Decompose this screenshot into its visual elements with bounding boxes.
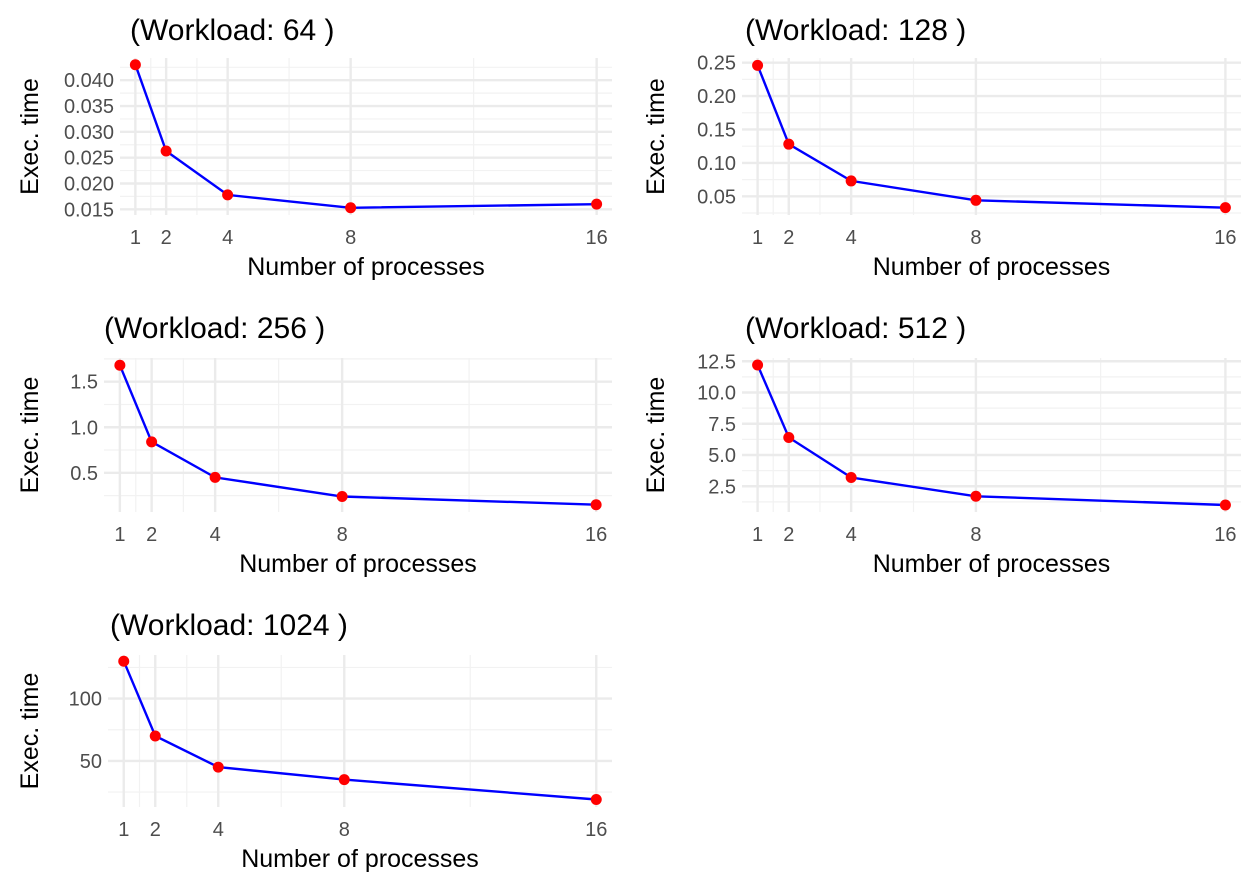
- data-point: [590, 499, 602, 511]
- x-tick-label: 1: [114, 524, 125, 546]
- chart-panel-5: 1 2 4 8 16 50 100 (Workload: 1024 ) Number of pr…: [16, 609, 612, 873]
- data-point: [970, 490, 982, 502]
- y-tick-label: 0.040: [64, 70, 114, 92]
- data-point: [590, 794, 602, 806]
- data-point: [783, 138, 795, 150]
- y-tick-label: 2.5: [708, 476, 736, 498]
- data-point: [1219, 499, 1231, 511]
- series-line: [756, 364, 1226, 507]
- x-tick-label: 4: [222, 227, 233, 249]
- data-point: [752, 59, 764, 71]
- data-point: [146, 436, 158, 448]
- x-tick-label: 8: [970, 524, 981, 546]
- x-tick-label: 8: [337, 524, 348, 546]
- y-tick-label: 1.0: [70, 417, 98, 439]
- x-tick-label: 2: [783, 227, 794, 249]
- chart-panel-3: 1 2 4 8 16 0.5 1.0 1.5 (Workload: 256 ) Number of…: [16, 312, 612, 578]
- data-point: [209, 471, 221, 483]
- y-tick-label: 0.020: [64, 173, 114, 195]
- series-line: [756, 64, 1226, 209]
- panel-title: (Workload: 256 ): [104, 312, 325, 345]
- data-point: [345, 202, 357, 214]
- x-tick-label: 2: [783, 524, 794, 546]
- x-tick-label: 2: [161, 227, 172, 249]
- y-axis-title: Exec. time: [16, 78, 44, 195]
- y-tick-label: 7.5: [708, 414, 736, 436]
- x-axis-title: Number of processes: [247, 253, 485, 281]
- y-tick-label: 50: [80, 751, 102, 773]
- data-point: [845, 472, 857, 483]
- panel-title: (Workload: 128 ): [745, 14, 966, 47]
- y-tick-label: 0.030: [64, 122, 114, 144]
- x-tick-label: 16: [585, 524, 607, 546]
- y-tick-label: 12.5: [697, 351, 736, 373]
- y-tick-label: 1.5: [70, 372, 98, 394]
- series-line: [134, 64, 597, 210]
- y-tick-label: 0.25: [697, 53, 736, 75]
- x-tick-label: 8: [345, 227, 356, 249]
- y-tick-label: 10.0: [697, 383, 736, 405]
- x-tick-label: 1: [752, 227, 763, 249]
- data-point: [118, 655, 130, 667]
- chart-panel-2: 1 2 4 8 16 0.05 0.10 0.15 0.20 0.25 (Workload: 128…: [642, 14, 1241, 281]
- data-point: [149, 730, 161, 742]
- x-tick-label: 1: [118, 819, 129, 841]
- x-tick-label: 1: [130, 227, 141, 249]
- data-point: [212, 761, 224, 773]
- x-tick-label: 16: [1214, 227, 1236, 249]
- x-tick-label: 2: [150, 819, 161, 841]
- x-tick-label: 4: [846, 524, 857, 546]
- x-tick-label: 4: [213, 819, 224, 841]
- y-axis-title: Exec. time: [642, 377, 670, 494]
- x-axis-title: Number of processes: [873, 550, 1111, 578]
- data-point: [160, 145, 172, 157]
- x-axis-title: Number of processes: [239, 550, 477, 578]
- y-tick-label: 0.035: [64, 96, 114, 118]
- x-tick-label: 8: [970, 227, 981, 249]
- panel-title: (Workload: 64 ): [130, 14, 335, 47]
- panel-title: (Workload: 512 ): [745, 312, 966, 345]
- data-point: [752, 359, 764, 371]
- x-tick-label: 16: [1214, 524, 1236, 546]
- data-point: [970, 194, 982, 206]
- y-tick-label: 0.015: [64, 199, 114, 221]
- x-tick-label: 2: [146, 524, 157, 546]
- y-tick-label: 0.05: [697, 186, 736, 208]
- x-axis-title: Number of processes: [873, 253, 1111, 281]
- x-tick-label: 4: [210, 524, 221, 546]
- y-tick-label: 0.5: [70, 463, 98, 485]
- data-point: [222, 189, 234, 201]
- panel-title: (Workload: 1024 ): [110, 609, 348, 642]
- chart-panel-4: 1 2 4 8 16 2.5 5.0 7.5 10.0 12.5 (Workload: 512 ) N…: [642, 312, 1241, 578]
- data-point: [591, 198, 603, 210]
- data-point: [1219, 202, 1231, 214]
- data-point: [783, 432, 795, 443]
- data-point: [336, 491, 348, 503]
- chart-panel-1: 1 2 4 8 16 0.015 0.020 0.025 0.030 0.035 0.040 (Wor…: [16, 14, 612, 281]
- y-axis-title: Exec. time: [16, 673, 44, 790]
- y-tick-label: 0.025: [64, 148, 114, 170]
- y-tick-label: 0.15: [697, 119, 736, 141]
- x-tick-label: 1: [752, 524, 763, 546]
- y-tick-label: 0.10: [697, 153, 736, 175]
- data-point: [114, 359, 126, 371]
- y-axis-title: Exec. time: [642, 78, 670, 195]
- y-tick-label: 5.0: [708, 445, 736, 467]
- data-point: [338, 774, 350, 786]
- x-tick-label: 8: [339, 819, 350, 841]
- x-tick-label: 16: [586, 227, 608, 249]
- data-point: [845, 175, 857, 187]
- y-axis-title: Exec. time: [16, 377, 44, 494]
- series-line: [118, 364, 597, 506]
- x-axis-title: Number of processes: [241, 845, 479, 873]
- y-tick-label: 100: [69, 689, 102, 711]
- x-tick-label: 16: [585, 819, 607, 841]
- y-tick-label: 0.20: [697, 86, 736, 108]
- data-point: [129, 59, 141, 71]
- x-tick-label: 4: [846, 227, 857, 249]
